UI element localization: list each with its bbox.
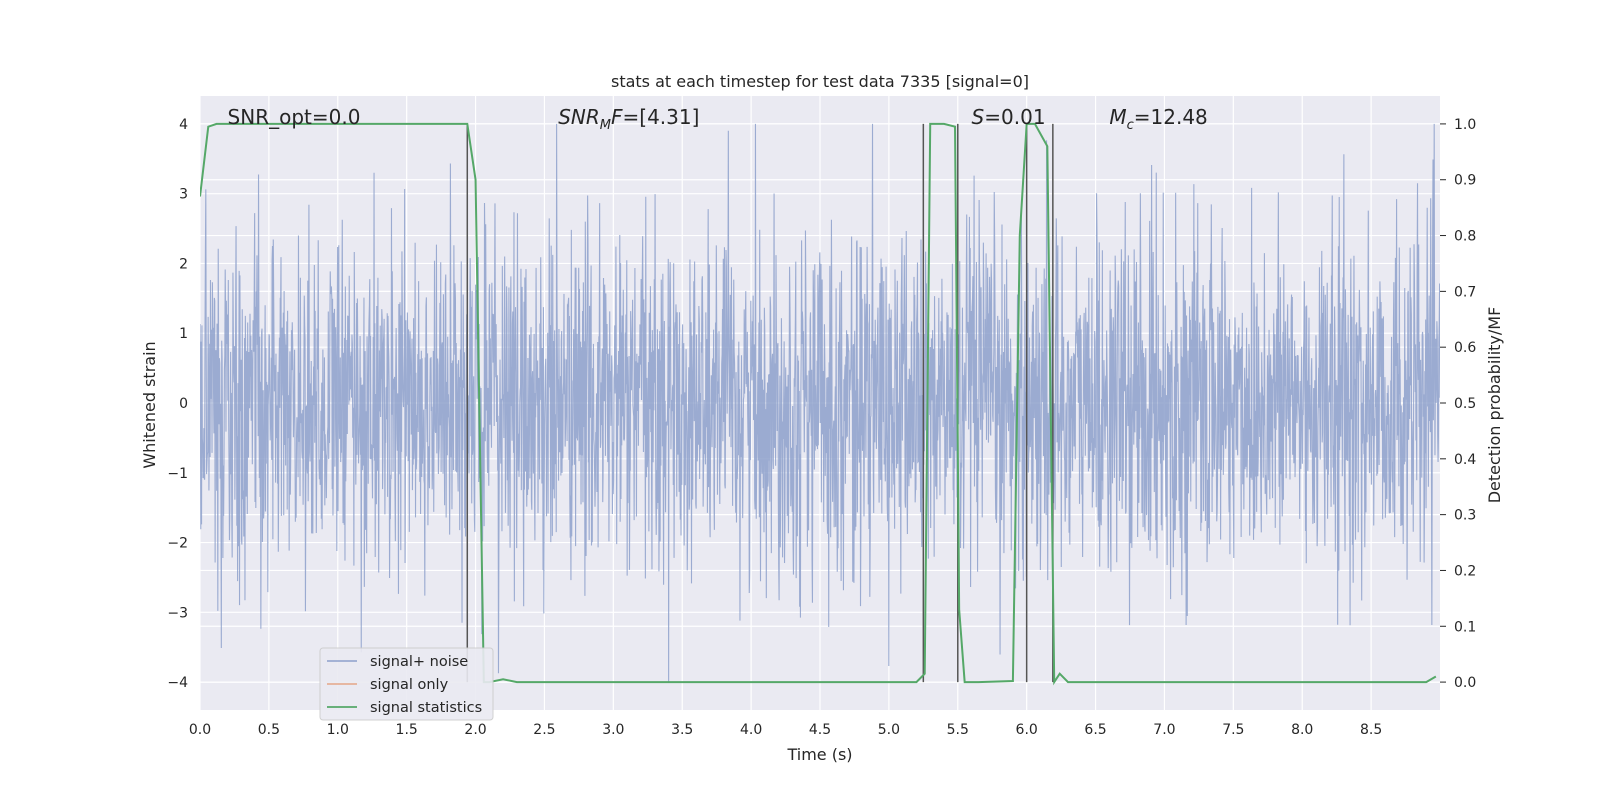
y-tick-label: −1	[167, 466, 188, 482]
y-tick-label: 3	[179, 187, 188, 203]
y-tick-label: 1	[179, 326, 188, 342]
x-tick-label: 4.0	[740, 722, 762, 738]
y-right-tick-label: 0.1	[1454, 619, 1476, 635]
x-tick-label: 2.5	[533, 722, 555, 738]
chart-title: stats at each timestep for test data 733…	[611, 72, 1029, 91]
annotation-text: SNRMF=[4.31]	[558, 105, 699, 133]
annotations: SNR_opt=0.0 SNRMF=[4.31] S=0.01 Mc=12.48	[228, 105, 1208, 133]
x-tick-label: 6.0	[1016, 722, 1038, 738]
annotation-text: SNR_opt=0.0	[228, 105, 361, 129]
x-tick-label: 0.0	[189, 722, 211, 738]
x-tick-label: 8.5	[1360, 722, 1382, 738]
y-axis-label: Whitened strain	[140, 341, 159, 468]
annotation-text: S=0.01	[972, 105, 1046, 129]
y-right-tick-label: 0.4	[1454, 452, 1476, 468]
x-tick-label: 1.0	[327, 722, 349, 738]
legend: signal+ noise signal only signal statist…	[319, 647, 494, 721]
legend-box	[319, 647, 494, 721]
y-right-tick-label: 0.8	[1454, 229, 1476, 245]
y-right-tick-label: 0.7	[1454, 284, 1476, 300]
x-tick-label: 0.5	[258, 722, 280, 738]
y-right-tick-label: 0.5	[1454, 396, 1476, 412]
y-right-axis-label: Detection probability/MF	[1485, 307, 1504, 504]
y-tick-label: −3	[167, 605, 188, 621]
y-tick-label: −4	[167, 675, 188, 691]
x-tick-label: 1.5	[396, 722, 418, 738]
signal-statistics-line	[200, 122, 1437, 686]
y-right-tick-label: 0.3	[1454, 508, 1476, 524]
x-tick-label: 2.0	[464, 722, 486, 738]
y-tick-label: 0	[179, 396, 188, 412]
y-right-tick-label: 0.2	[1454, 563, 1476, 579]
noise-line	[200, 123, 1440, 682]
y-tick-label: 4	[179, 117, 188, 133]
series-signal-statistics	[200, 122, 1437, 686]
y-right-tick-label: 0.6	[1454, 340, 1476, 356]
series-signal-noise	[200, 123, 1440, 682]
x-tick-label: 3.5	[671, 722, 693, 738]
x-axis-label: Time (s)	[786, 745, 852, 764]
x-tick-label: 3.0	[602, 722, 624, 738]
annotation-text: Mc=12.48	[1109, 105, 1207, 133]
legend-label-signal-only: signal only	[370, 677, 449, 693]
legend-label-signal-statistics: signal statistics	[370, 700, 482, 716]
x-tick-label: 7.0	[1153, 722, 1175, 738]
x-tick-label: 6.5	[1084, 722, 1106, 738]
x-tick-label: 7.5	[1222, 722, 1244, 738]
x-tick-label: 8.0	[1291, 722, 1313, 738]
x-tick-label: 5.0	[878, 722, 900, 738]
x-tick-label: 4.5	[809, 722, 831, 738]
y-right-tick-label: 0.0	[1454, 675, 1476, 691]
y-right-tick-label: 1.0	[1454, 117, 1476, 133]
y-right-tick-label: 0.9	[1454, 173, 1476, 189]
y-tick-label: −2	[167, 536, 188, 552]
y-tick-label: 2	[179, 256, 188, 272]
x-tick-label: 5.5	[947, 722, 969, 738]
axis-ticks: 0.0 0.5 1.0 1.5 2.0 2.5 3.0 3.5 4.0 4.5 5.0 5.5 6.0 6…	[167, 117, 1476, 738]
legend-label-signal-noise: signal+ noise	[370, 654, 468, 670]
